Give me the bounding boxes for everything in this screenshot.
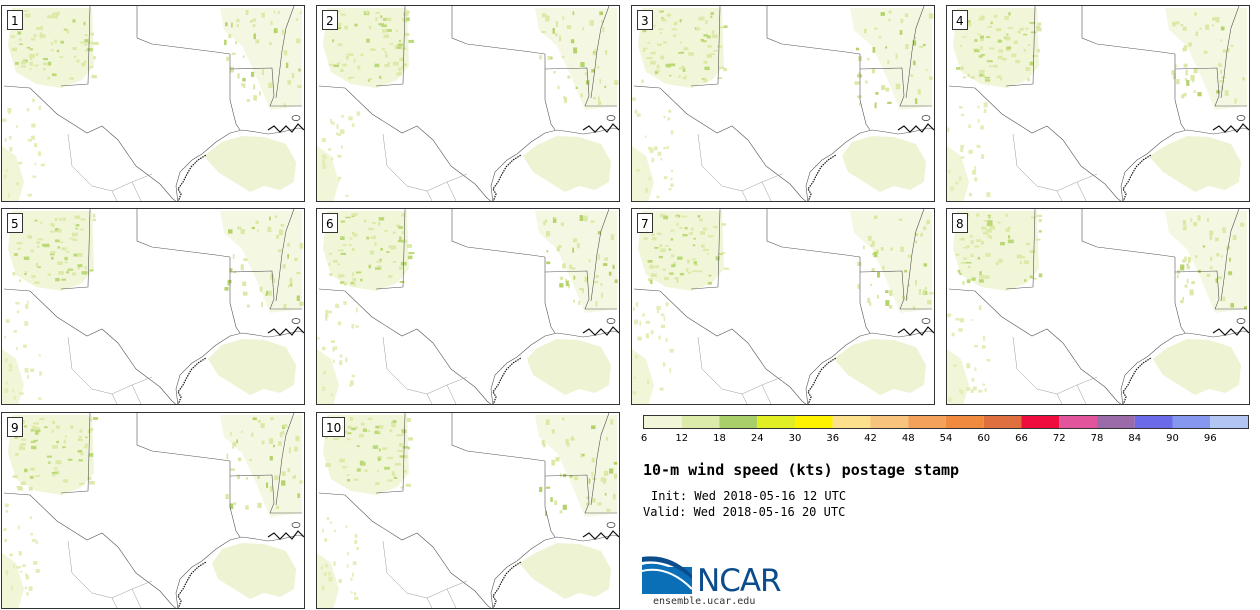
member-panel-10: 10 [316, 412, 620, 609]
map-canvas [632, 6, 934, 201]
member-label: 8 [952, 213, 968, 233]
colorbar-tick-label: 54 [939, 433, 953, 444]
colorbar-swatch [908, 416, 946, 428]
member-label: 3 [637, 10, 653, 30]
colorbar-border [643, 415, 1249, 429]
colorbar [643, 415, 1249, 429]
init-time: Init: Wed 2018-05-16 12 UTC [651, 489, 847, 503]
member-panel-4: 4 [946, 5, 1250, 202]
valid-time: Valid: Wed 2018-05-16 20 UTC [643, 505, 846, 519]
colorbar-swatch [983, 416, 1022, 428]
colorbar-swatch [757, 416, 795, 428]
colorbar-swatch [719, 416, 758, 428]
member-label: 2 [322, 10, 338, 30]
colorbar-tick-label: 24 [750, 433, 764, 444]
colorbar-tick-label: 30 [788, 433, 802, 444]
colorbar-swatch [1059, 416, 1097, 428]
colorbar-tick-label: 72 [1052, 433, 1066, 444]
member-label: 1 [7, 10, 23, 30]
member-panel-9: 9 [1, 412, 305, 609]
colorbar-swatch [946, 416, 984, 428]
colorbar-swatch [1097, 416, 1135, 428]
colorbar-ticks: 6 12 18 24 30 36 42 48 54 60 66 72 78 84 90 96 [632, 433, 1260, 449]
member-label: 5 [7, 213, 23, 233]
member-label: 6 [322, 213, 338, 233]
member-label: 10 [322, 417, 346, 437]
map-canvas [317, 6, 619, 201]
map-canvas [2, 413, 304, 608]
map-canvas [2, 209, 304, 404]
colorbar-tick-label: 18 [713, 433, 726, 444]
colorbar-tick-label: 60 [977, 433, 991, 444]
chart-title: 10-m wind speed (kts) postage stamp [643, 461, 960, 479]
ncar-wordmark: NCAR [697, 563, 782, 599]
map-canvas [317, 413, 619, 608]
ncar-logo-icon [642, 556, 693, 594]
colorbar-tick-label: 90 [1166, 433, 1179, 444]
colorbar-swatch [1210, 416, 1248, 428]
colorbar-tick-label: 66 [1015, 433, 1028, 444]
website-url: ensemble.ucar.edu [653, 596, 756, 607]
member-panel-3: 3 [631, 5, 935, 202]
colorbar-tick-label: 42 [864, 433, 877, 444]
map-canvas [947, 6, 1249, 201]
member-panel-1: 1 [1, 5, 305, 202]
colorbar-tick-label: 48 [901, 433, 915, 444]
map-canvas [317, 209, 619, 404]
colorbar-swatch [1172, 416, 1211, 428]
colorbar-tick-label: 6 [640, 433, 648, 444]
member-label: 9 [7, 417, 23, 437]
colorbar-swatch [644, 416, 682, 428]
colorbar-swatch [795, 416, 833, 428]
member-panel-5: 5 [1, 208, 305, 405]
colorbar-tick-label: 84 [1128, 433, 1142, 444]
colorbar-tick-label: 12 [675, 433, 689, 444]
colorbar-swatch [1021, 416, 1060, 428]
map-canvas [632, 209, 934, 404]
colorbar-tick-label: 36 [826, 433, 840, 444]
colorbar-swatch [870, 416, 909, 428]
colorbar-tick-label: 96 [1203, 433, 1217, 444]
colorbar-swatch [681, 416, 720, 428]
colorbar-swatch [832, 416, 871, 428]
map-canvas [947, 209, 1249, 404]
map-canvas [2, 6, 304, 201]
member-panel-7: 7 [631, 208, 935, 405]
member-panel-2: 2 [316, 5, 620, 202]
colorbar-tick-label: 78 [1090, 433, 1104, 444]
member-panel-6: 6 [316, 208, 620, 405]
member-label: 7 [637, 213, 653, 233]
member-panel-8: 8 [946, 208, 1250, 405]
member-label: 4 [952, 10, 968, 30]
colorbar-swatch [1134, 416, 1173, 428]
